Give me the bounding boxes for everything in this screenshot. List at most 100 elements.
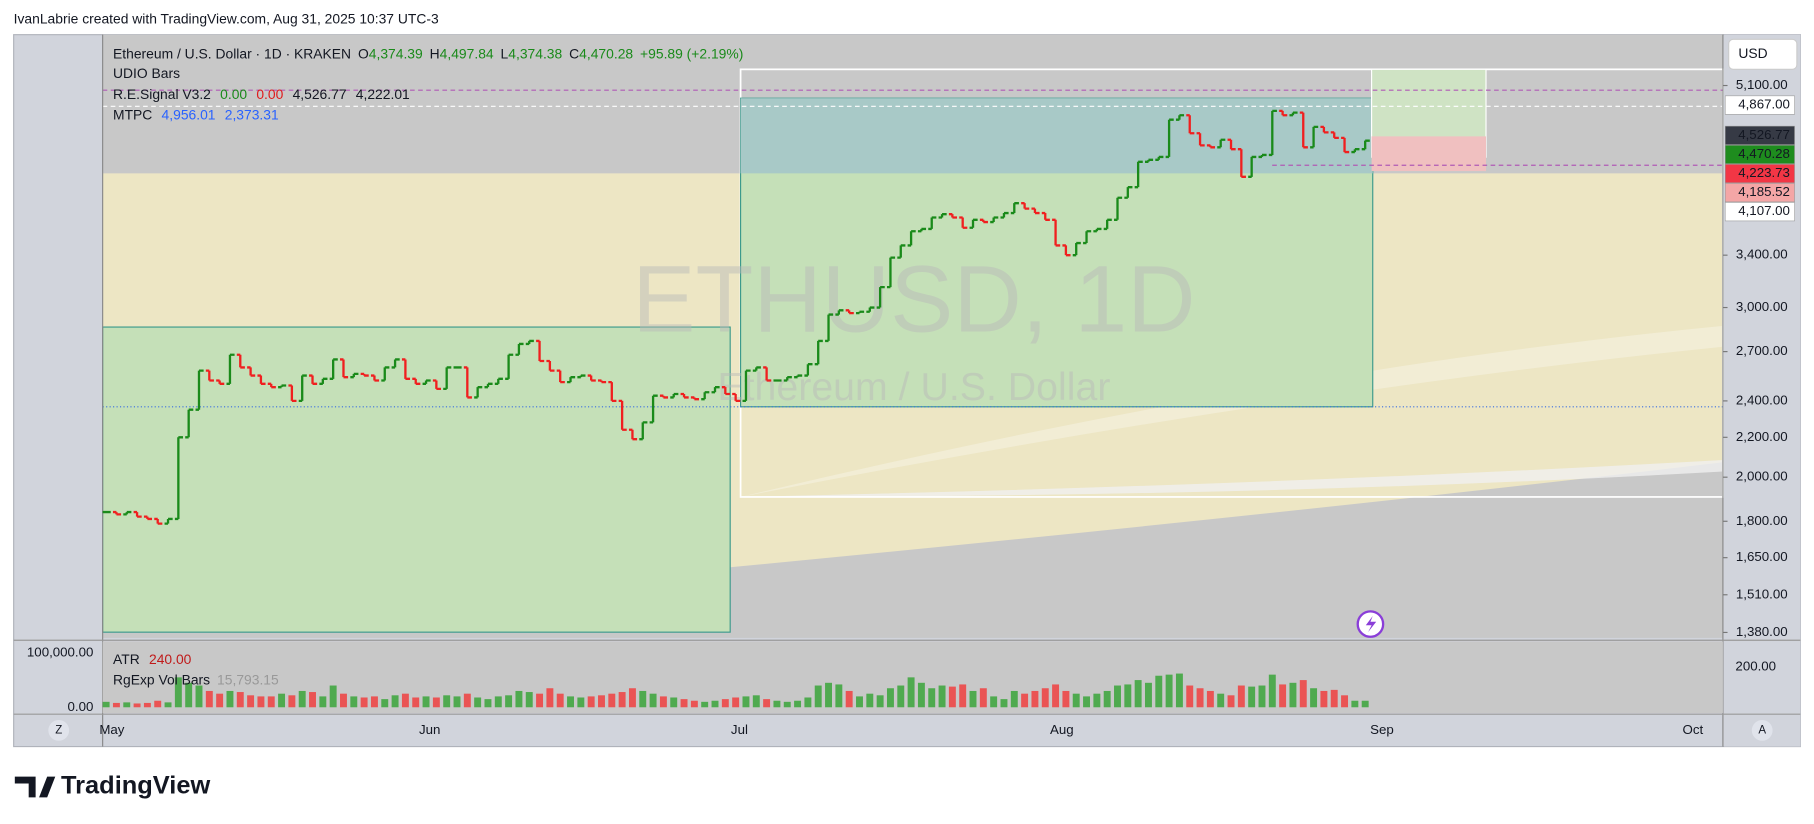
button-label[interactable]: Z [55,724,62,736]
price-tag [1724,202,1795,222]
price-tag-label: 4,526.77 [1738,127,1790,142]
price-bar [309,374,318,385]
indicator-name: MTPC [113,106,152,122]
price-bar [515,342,524,356]
volume-bar [1103,690,1111,708]
price-bar [721,386,730,396]
price-bar [1186,114,1195,135]
volume-bar [463,693,471,708]
price-bar [598,379,607,384]
y-tick-label: 1,510.00 [1736,586,1788,601]
price-bar [639,421,648,441]
volume-bar [917,682,925,708]
indicator-value: 4,222.01 [356,85,410,101]
price-bar [1010,202,1019,215]
price-bar [536,339,545,363]
volume-bar [453,696,461,708]
price-bar [474,386,483,399]
volume-bar [133,703,141,708]
price-bar [886,256,896,289]
price-bar [1062,244,1071,257]
price-bar [1237,148,1246,178]
volume-bar [1237,685,1245,708]
volume-bar [1227,695,1235,708]
price-bar [319,377,328,385]
button[interactable] [1751,719,1773,741]
price-bar [1248,155,1257,178]
watermark: ETHUSD, 1D [632,246,1195,352]
indicator-name: UDIO Bars [113,65,180,81]
price-bar [670,392,679,399]
volume-bar [701,701,709,708]
volume-bar [587,696,595,708]
volume-name: RgExp Vol Bars [113,671,210,687]
volume-bar [1144,682,1152,708]
volume-bar [1000,699,1008,708]
currency[interactable]: USD [1738,45,1767,61]
price-bar [990,216,999,224]
volume-bar [608,693,616,708]
volume-bar [752,695,760,708]
volume-bar [1289,682,1297,708]
volume-bar [1186,685,1194,708]
volume-bar [216,693,224,708]
price-bar [1320,125,1329,134]
currency-button[interactable] [1728,38,1798,70]
symbol-title: Ethereum / U.S. Dollar · 1D · KRAKEN [113,45,351,61]
price-bar [401,358,411,380]
price-bar [1279,109,1288,117]
price-bar [1165,118,1174,159]
price-bar [112,510,122,516]
x-tick-label: Jul [731,722,748,737]
price-bar [825,313,834,343]
price-bar [1134,160,1143,189]
volume-bar [1062,690,1070,708]
price-bar [174,436,183,521]
price-bar [897,244,906,259]
volume-bar [1320,690,1328,708]
ohlc-value: 4,497.84 [440,45,494,61]
volume-bar [505,695,513,708]
volume-bar [432,697,440,708]
price-bar [1083,230,1092,245]
price-bar [969,218,978,229]
price-bar [288,384,297,403]
volume-bar [1310,688,1318,708]
button-label[interactable]: A [1758,724,1766,736]
volume-bar [1206,690,1214,708]
volume-bar [360,697,368,708]
volume-bar [907,677,915,708]
ohlc-key: O [358,45,369,61]
y-tick-label: 2,700.00 [1736,343,1788,358]
price-bar [1052,218,1061,247]
price-bar [1330,131,1339,140]
atr-name: ATR [113,651,140,667]
price-bar [1041,211,1050,221]
volume-bar [123,702,131,708]
volume-bar [278,693,286,708]
volume-bar [670,697,678,708]
price-bar [1299,111,1308,149]
volume-bar [288,695,296,708]
volume-bar [474,697,482,708]
price-bar [1093,227,1102,233]
ohlc-key: H [430,45,440,61]
volume-bar [680,699,688,708]
volume-bar [329,685,337,708]
volume-value: 15,793.15 [217,671,279,687]
price-bar [959,216,968,229]
price-bar [1031,207,1040,215]
volume-bar [174,677,182,708]
price-bar [1361,139,1370,151]
button[interactable] [48,719,70,741]
price-bar [216,379,225,385]
ohlc-key: L [501,45,509,61]
price-bar [278,384,287,389]
volume-bar [567,696,574,708]
indicator-value: 0.00 [256,85,283,101]
atr-value: 240.00 [149,651,192,667]
volume-bar [938,685,946,708]
price-tag-label: 4,470.28 [1738,146,1790,161]
